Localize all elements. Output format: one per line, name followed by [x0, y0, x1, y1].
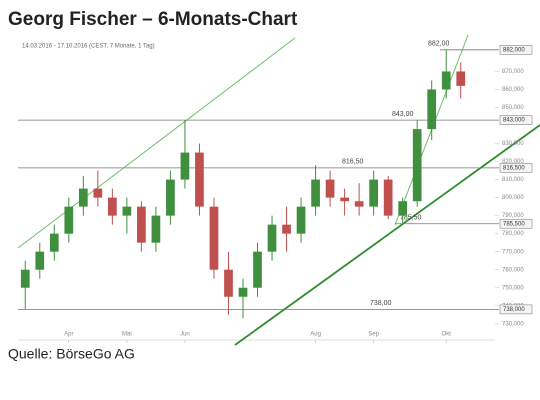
candle-body	[238, 287, 248, 297]
candle-body	[456, 71, 466, 86]
candle-body	[354, 201, 364, 207]
candle-body	[122, 206, 132, 216]
x-tick-label: Aug	[310, 332, 321, 338]
level-label: 816,50	[342, 159, 364, 166]
axis-label-box	[499, 304, 533, 315]
candle-body	[151, 215, 161, 243]
candle-body	[180, 152, 190, 180]
candle-body	[441, 71, 451, 90]
candle-body	[35, 251, 45, 270]
level-label: 785,50	[400, 215, 422, 222]
candle-body	[20, 269, 30, 288]
candle-body	[325, 179, 335, 198]
trend-line	[17, 37, 296, 249]
y-tick-label: 750,000	[502, 285, 524, 291]
candle-body	[64, 206, 74, 234]
axis-label-box	[499, 115, 533, 125]
candle-body	[412, 129, 422, 202]
y-tick-label: 730,000	[502, 321, 524, 327]
x-tick-label: Mai	[122, 332, 132, 338]
y-tick-label: 860,000	[502, 87, 524, 93]
candle-body	[108, 197, 117, 216]
axis-label-box	[499, 218, 533, 229]
candle-body	[49, 233, 59, 252]
candle-body	[209, 206, 219, 270]
chart-title: Georg Fischer – 6-Monats-Chart	[8, 9, 298, 30]
x-tick-label: Okt	[442, 332, 452, 338]
candle-body	[224, 269, 233, 297]
y-tick-label: 770,000	[502, 249, 524, 255]
candle-body	[282, 224, 291, 234]
chart-subtitle: 14.03.2016 - 17.10.2016 (CEST, 7 Monate,…	[22, 44, 155, 50]
candle-body	[398, 201, 408, 216]
y-tick-label: 850,000	[502, 105, 524, 111]
axis-label-box	[499, 163, 533, 173]
axis-label-box	[499, 45, 533, 55]
candle-body	[311, 179, 320, 207]
candle-body	[369, 179, 378, 207]
y-tick-label: 800,000	[502, 195, 524, 201]
y-tick-label: 760,000	[502, 267, 524, 273]
axis-label: 816,500	[503, 165, 525, 171]
axis-label: 738,000	[503, 307, 525, 313]
y-tick-label: 830,000	[502, 141, 524, 147]
candle-body	[427, 89, 437, 130]
level-label: 738,00	[370, 300, 392, 307]
candle-body	[383, 179, 393, 216]
y-tick-label: 870,000	[502, 69, 524, 75]
candle-body	[93, 188, 103, 198]
x-tick-label: Apr	[64, 332, 73, 338]
candle-body	[78, 188, 88, 207]
axis-label: 785,500	[503, 221, 525, 227]
axis-label: 882,000	[503, 47, 525, 53]
y-tick-label: 810,000	[502, 177, 524, 183]
trend-line	[234, 124, 540, 346]
candle-body	[253, 251, 262, 288]
level-label: 882,00	[428, 41, 450, 48]
candle-body	[340, 197, 349, 202]
y-tick-label: 780,000	[502, 231, 524, 237]
x-tick-label: Sep	[368, 332, 379, 338]
axis-label: 843,000	[503, 118, 525, 124]
y-tick-label: 820,000	[502, 159, 524, 165]
candle-body	[195, 152, 204, 207]
x-tick-label: Jun	[180, 332, 190, 338]
candle-body	[166, 179, 175, 216]
level-label: 843,00	[392, 111, 414, 118]
candle-body	[296, 206, 306, 234]
source: Quelle: BörseGo AG	[8, 346, 135, 362]
candle-body	[267, 224, 277, 252]
y-tick-label: 790,000	[502, 213, 524, 219]
candle-body	[137, 206, 146, 243]
